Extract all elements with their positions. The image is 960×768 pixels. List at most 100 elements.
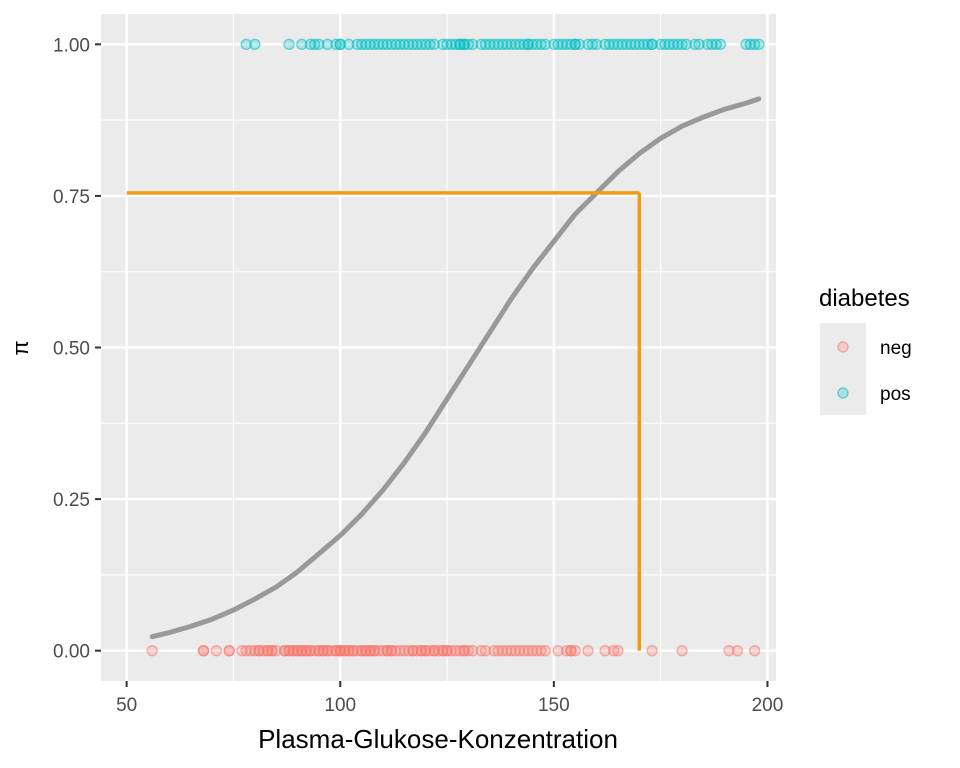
data-point-pos xyxy=(419,38,432,51)
data-point-neg xyxy=(428,644,440,657)
data-point-pos xyxy=(304,38,317,51)
data-point-neg xyxy=(197,644,210,657)
data-point-pos xyxy=(676,38,688,51)
data-point-pos xyxy=(283,38,295,51)
data-point-neg xyxy=(475,644,487,657)
data-point-pos xyxy=(505,38,517,51)
data-point-neg xyxy=(582,644,594,657)
data-point-pos xyxy=(368,38,381,51)
major-gridlines xyxy=(101,14,776,681)
data-point-neg xyxy=(266,644,278,657)
data-point-neg xyxy=(560,644,573,657)
data-point-pos xyxy=(693,38,705,51)
data-point-neg xyxy=(505,644,517,657)
data-point-pos xyxy=(526,38,539,51)
legend-title: diabetes xyxy=(819,285,910,312)
data-point-neg xyxy=(360,644,372,657)
data-point-neg xyxy=(249,644,261,657)
data-point-pos xyxy=(663,38,675,51)
data-point-pos xyxy=(428,38,440,51)
data-point-pos xyxy=(714,38,727,51)
data-point-neg xyxy=(509,644,522,657)
data-point-neg xyxy=(385,644,398,657)
data-point-pos xyxy=(672,38,684,51)
data-point-neg xyxy=(522,644,534,657)
data-point-pos xyxy=(458,38,470,51)
data-point-pos xyxy=(744,38,757,51)
data-point-pos xyxy=(701,38,714,51)
data-point-neg xyxy=(394,644,406,657)
data-point-pos xyxy=(351,38,364,51)
data-point-neg xyxy=(343,644,355,657)
data-point-neg xyxy=(437,644,449,657)
data-point-pos xyxy=(330,38,342,51)
data-point-pos xyxy=(680,38,692,51)
data-point-neg xyxy=(462,644,475,657)
data-point-neg xyxy=(283,644,295,657)
data-point-pos xyxy=(454,38,466,51)
data-point-neg xyxy=(419,644,432,657)
data-point-pos xyxy=(518,38,530,51)
data-point-neg xyxy=(368,644,381,657)
data-point-neg xyxy=(240,644,252,657)
data-point-pos xyxy=(449,38,462,51)
data-point-pos xyxy=(552,38,564,51)
data-point-neg xyxy=(424,644,436,657)
legend-key-neg xyxy=(837,341,849,353)
data-point-pos xyxy=(424,38,436,51)
data-point-neg xyxy=(296,644,308,657)
data-point-neg xyxy=(146,644,158,657)
data-point-neg xyxy=(372,644,385,657)
legend-key-background xyxy=(820,323,866,415)
data-point-neg xyxy=(466,644,479,657)
data-point-pos xyxy=(321,38,334,51)
y-axis: 0.00 0.25 0.50 0.75 1.00 xyxy=(53,35,101,663)
data-point-neg xyxy=(488,644,500,657)
data-point-neg xyxy=(531,644,543,657)
data-point-pos xyxy=(249,38,261,51)
data-point-pos xyxy=(654,38,667,51)
data-point-pos xyxy=(560,38,573,51)
data-point-neg xyxy=(287,644,299,657)
data-point-pos xyxy=(603,38,616,51)
data-point-pos xyxy=(334,38,346,51)
data-point-pos xyxy=(625,38,637,51)
data-point-neg xyxy=(565,644,577,657)
data-point-pos xyxy=(390,38,402,51)
data-point-pos xyxy=(531,38,543,51)
data-point-neg xyxy=(351,644,364,657)
data-points xyxy=(146,38,765,657)
data-point-pos xyxy=(509,38,522,51)
data-point-pos xyxy=(748,38,761,51)
data-point-pos xyxy=(706,38,718,51)
annotation-lines xyxy=(126,191,642,651)
x-axis: 50 100 150 200 xyxy=(116,681,783,716)
data-point-pos xyxy=(740,38,752,51)
data-point-pos xyxy=(599,38,611,51)
data-point-neg xyxy=(731,644,744,657)
y-tick-label: 1.00 xyxy=(53,35,90,56)
data-point-pos xyxy=(539,38,552,51)
data-point-pos xyxy=(492,38,505,51)
data-point-pos xyxy=(620,38,633,51)
data-point-pos xyxy=(590,38,603,51)
data-point-pos xyxy=(689,38,701,51)
data-point-neg xyxy=(496,644,509,657)
data-point-pos xyxy=(415,38,428,51)
data-point-pos xyxy=(582,38,594,51)
y-axis-title: π xyxy=(8,340,33,355)
data-point-pos xyxy=(556,38,569,51)
legend-label-neg: neg xyxy=(880,338,912,359)
data-point-pos xyxy=(565,38,577,51)
data-point-neg xyxy=(492,644,505,657)
y-tick-label: 0.00 xyxy=(53,642,90,663)
data-point-neg xyxy=(676,644,688,657)
data-point-pos xyxy=(479,38,492,51)
data-point-pos xyxy=(667,38,680,51)
data-point-neg xyxy=(253,644,265,657)
data-point-pos xyxy=(569,38,581,51)
y-tick-label: 0.50 xyxy=(53,339,90,360)
data-point-pos xyxy=(659,38,671,51)
data-point-pos xyxy=(488,38,500,51)
data-point-neg xyxy=(381,644,393,657)
